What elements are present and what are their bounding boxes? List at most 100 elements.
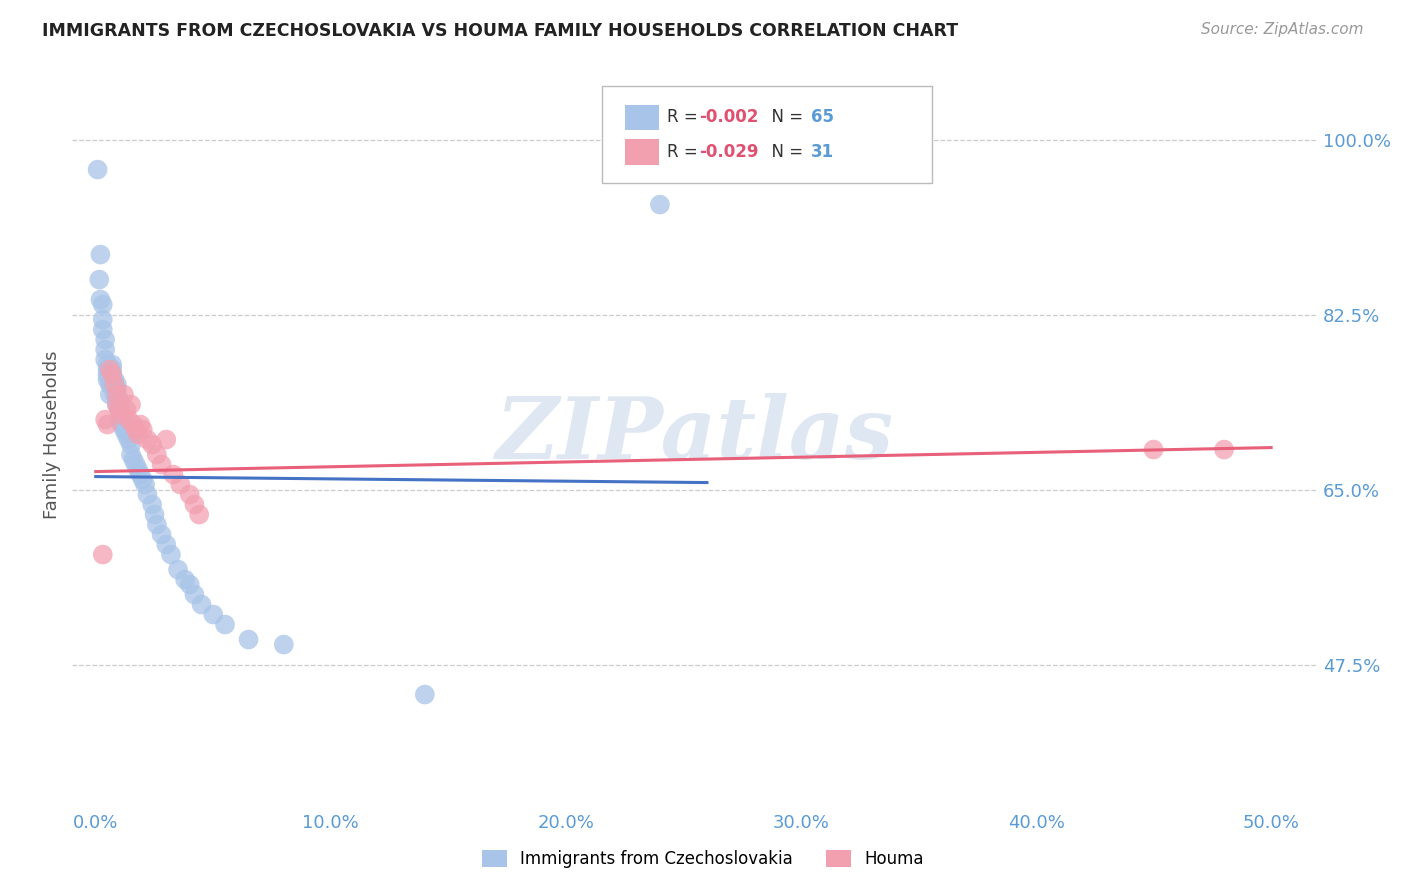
Point — [98, 377, 121, 392]
Point — [120, 448, 142, 462]
Point — [1213, 442, 1236, 457]
Point — [112, 423, 135, 437]
Point — [89, 293, 111, 307]
Point — [155, 433, 177, 447]
Point — [101, 358, 124, 372]
Point — [91, 297, 114, 311]
Text: Source: ZipAtlas.com: Source: ZipAtlas.com — [1201, 22, 1364, 37]
Point — [103, 387, 125, 401]
Point — [105, 383, 128, 397]
Point — [129, 417, 152, 432]
Point — [94, 343, 117, 357]
Point — [134, 477, 156, 491]
FancyBboxPatch shape — [602, 86, 932, 184]
Legend: Immigrants from Czechoslovakia, Houma: Immigrants from Czechoslovakia, Houma — [475, 843, 931, 875]
Y-axis label: Family Households: Family Households — [44, 351, 60, 519]
Point — [141, 437, 163, 451]
Point — [94, 352, 117, 367]
Point — [91, 312, 114, 326]
FancyBboxPatch shape — [626, 139, 659, 165]
Text: N =: N = — [761, 108, 808, 127]
Point — [108, 398, 131, 412]
Point — [167, 563, 190, 577]
Point — [179, 487, 201, 501]
Point — [132, 473, 155, 487]
Point — [183, 588, 205, 602]
Point — [101, 362, 124, 376]
Point — [96, 358, 118, 372]
Point — [103, 377, 125, 392]
Point — [101, 377, 124, 392]
Point — [169, 477, 191, 491]
Point — [183, 498, 205, 512]
Point — [150, 458, 173, 472]
Point — [110, 408, 132, 422]
Point — [190, 598, 212, 612]
Point — [273, 638, 295, 652]
Point — [96, 373, 118, 387]
Point — [108, 412, 131, 426]
Point — [110, 412, 132, 426]
Point — [91, 548, 114, 562]
Point — [179, 577, 201, 591]
Point — [94, 412, 117, 426]
Point — [214, 617, 236, 632]
Point — [118, 412, 141, 426]
Point — [86, 162, 108, 177]
Text: IMMIGRANTS FROM CZECHOSLOVAKIA VS HOUMA FAMILY HOUSEHOLDS CORRELATION CHART: IMMIGRANTS FROM CZECHOSLOVAKIA VS HOUMA … — [42, 22, 959, 40]
Point — [174, 573, 197, 587]
Point — [96, 362, 118, 376]
FancyBboxPatch shape — [626, 104, 659, 130]
Point — [160, 548, 183, 562]
Point — [127, 462, 149, 476]
Point — [188, 508, 211, 522]
Point — [146, 517, 169, 532]
Point — [150, 527, 173, 541]
Text: R =: R = — [666, 143, 703, 161]
Point — [103, 373, 125, 387]
Point — [98, 362, 121, 376]
Point — [125, 423, 148, 437]
Point — [94, 333, 117, 347]
Point — [105, 392, 128, 407]
Text: ZIPatlas: ZIPatlas — [496, 392, 894, 476]
Point — [105, 398, 128, 412]
Point — [108, 402, 131, 417]
Point — [112, 417, 135, 432]
Point — [238, 632, 260, 647]
Point — [136, 487, 159, 501]
Point — [89, 247, 111, 261]
Point — [155, 537, 177, 551]
Point — [648, 197, 671, 211]
Point — [105, 387, 128, 401]
Point — [105, 398, 128, 412]
Point — [125, 458, 148, 472]
Point — [143, 508, 166, 522]
Text: 31: 31 — [811, 143, 834, 161]
Point — [91, 322, 114, 336]
Point — [132, 423, 155, 437]
Point — [122, 417, 145, 432]
Point — [115, 402, 138, 417]
Point — [141, 498, 163, 512]
Point — [162, 467, 184, 482]
Point — [202, 607, 225, 622]
Point — [96, 417, 118, 432]
Point — [115, 423, 138, 437]
Text: -0.029: -0.029 — [699, 143, 758, 161]
Point — [136, 433, 159, 447]
Point — [127, 427, 149, 442]
Point — [122, 452, 145, 467]
Point — [112, 387, 135, 401]
Point — [103, 377, 125, 392]
Point — [1142, 442, 1164, 457]
Point — [108, 392, 131, 407]
Point — [120, 398, 142, 412]
Point — [108, 402, 131, 417]
Point — [146, 448, 169, 462]
Point — [110, 417, 132, 432]
Point — [89, 272, 111, 286]
Point — [413, 688, 436, 702]
Point — [101, 368, 124, 382]
Point — [101, 368, 124, 382]
